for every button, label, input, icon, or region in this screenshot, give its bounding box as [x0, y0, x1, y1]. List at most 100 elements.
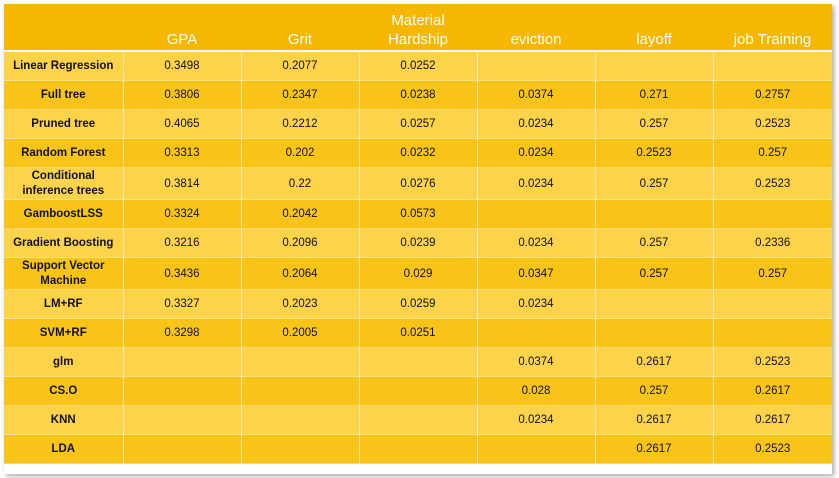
cell-eviction: 0.028: [477, 376, 596, 406]
cell-eviction: 0.0347: [477, 257, 596, 290]
table-row: GamboostLSS 0.3324 0.2042 0.0573: [4, 199, 832, 229]
table-row: Conditional inference trees 0.3814 0.22 …: [4, 167, 832, 200]
cell-grit: 0.2077: [241, 51, 360, 81]
cell-grit: [241, 434, 360, 464]
cell-gpa: [123, 434, 242, 464]
table-row: LDA 0.2617 0.2523: [4, 434, 832, 464]
cell-layoff: 0.257: [595, 228, 714, 258]
header-eviction: eviction: [477, 4, 595, 52]
cell-gpa: [123, 347, 242, 377]
cell-eviction: 0.0374: [477, 347, 596, 377]
cell-eviction: 0.0234: [477, 138, 596, 168]
row-label-line2: inference trees: [22, 184, 105, 197]
cell-material: 0.0276: [359, 167, 478, 200]
table-row: SVM+RF 0.3298 0.2005 0.0251: [4, 318, 832, 348]
cell-material: 0.0238: [359, 80, 478, 110]
cell-gpa: 0.3324: [123, 199, 242, 229]
table-row: Support Vector Machine 0.3436 0.2064 0.0…: [4, 257, 832, 290]
cell-material: 0.0259: [359, 289, 478, 319]
header-job-training: job Training: [713, 4, 832, 52]
row-label: CS.O: [4, 376, 124, 406]
cell-material: 0.0251: [359, 318, 478, 348]
row-label: Support Vector Machine: [4, 257, 124, 290]
cell-grit: 0.2096: [241, 228, 360, 258]
cell-gpa: 0.3498: [123, 51, 242, 81]
cell-material: [359, 347, 478, 377]
results-table: GPA Grit Material Hardship eviction layo…: [4, 4, 832, 464]
cell-job-training: 0.2617: [713, 405, 832, 435]
cell-grit: 0.2064: [241, 257, 360, 290]
cell-gpa: 0.3298: [123, 318, 242, 348]
cell-layoff: 0.257: [595, 167, 714, 200]
cell-eviction: 0.0234: [477, 167, 596, 200]
cell-eviction: 0.0234: [477, 405, 596, 435]
cell-eviction: [477, 51, 596, 81]
cell-grit: [241, 347, 360, 377]
cell-material: 0.0257: [359, 109, 478, 139]
row-label: glm: [4, 347, 124, 377]
cell-gpa: [123, 405, 242, 435]
cell-job-training: [713, 318, 832, 348]
row-label: Random Forest: [4, 138, 124, 168]
cell-eviction: [477, 434, 596, 464]
cell-material: [359, 376, 478, 406]
cell-gpa: 0.4065: [123, 109, 242, 139]
cell-gpa: 0.3814: [123, 167, 242, 200]
cell-gpa: 0.3806: [123, 80, 242, 110]
cell-job-training: 0.2617: [713, 376, 832, 406]
cell-material: [359, 405, 478, 435]
cell-layoff: 0.2617: [595, 405, 714, 435]
cell-job-training: 0.2336: [713, 228, 832, 258]
cell-material: [359, 434, 478, 464]
cell-layoff: 0.2617: [595, 347, 714, 377]
cell-job-training: 0.2523: [713, 167, 832, 200]
cell-layoff: 0.271: [595, 80, 714, 110]
row-label: Full tree: [4, 80, 124, 110]
cell-layoff: [595, 51, 714, 81]
row-label-line1: Support Vector: [22, 259, 105, 272]
cell-material: 0.029: [359, 257, 478, 290]
cell-grit: [241, 405, 360, 435]
cell-gpa: 0.3436: [123, 257, 242, 290]
cell-layoff: [595, 199, 714, 229]
table-row: Full tree 0.3806 0.2347 0.0238 0.0374 0.…: [4, 80, 832, 110]
table-row: KNN 0.0234 0.2617 0.2617: [4, 405, 832, 435]
table-row: LM+RF 0.3327 0.2023 0.0259 0.0234: [4, 289, 832, 319]
cell-grit: 0.22: [241, 167, 360, 200]
cell-material: 0.0239: [359, 228, 478, 258]
cell-job-training: 0.2523: [713, 109, 832, 139]
cell-grit: 0.2212: [241, 109, 360, 139]
cell-layoff: 0.2617: [595, 434, 714, 464]
header-gpa: GPA: [123, 4, 241, 52]
cell-layoff: 0.2523: [595, 138, 714, 168]
cell-layoff: [595, 289, 714, 319]
row-label-line2: Machine: [40, 274, 87, 287]
row-label: GamboostLSS: [4, 199, 124, 229]
table-row: CS.O 0.028 0.257 0.2617: [4, 376, 832, 406]
row-label: Gradient Boosting: [4, 228, 124, 258]
cell-job-training: 0.257: [713, 138, 832, 168]
table-row: glm 0.0374 0.2617 0.2523: [4, 347, 832, 377]
cell-eviction: [477, 318, 596, 348]
header-material-line1: Material: [391, 12, 445, 29]
cell-job-training: [713, 51, 832, 81]
row-label: SVM+RF: [4, 318, 124, 348]
row-label: LM+RF: [4, 289, 124, 319]
table-row: Linear Regression 0.3498 0.2077 0.0252: [4, 51, 832, 81]
cell-material: 0.0232: [359, 138, 478, 168]
header-row: GPA Grit Material Hardship eviction layo…: [4, 4, 832, 52]
cell-job-training: 0.2523: [713, 434, 832, 464]
row-label: Pruned tree: [4, 109, 124, 139]
cell-material: 0.0252: [359, 51, 478, 81]
cell-gpa: 0.3313: [123, 138, 242, 168]
header-material-hardship: Material Hardship: [359, 4, 477, 52]
row-label-line1: Conditional: [31, 169, 95, 182]
cell-gpa: [123, 376, 242, 406]
row-label: Conditional inference trees: [4, 167, 124, 200]
cell-eviction: 0.0234: [477, 228, 596, 258]
cell-grit: 0.2023: [241, 289, 360, 319]
cell-job-training: [713, 199, 832, 229]
cell-grit: 0.2347: [241, 80, 360, 110]
table-row: Pruned tree 0.4065 0.2212 0.0257 0.0234 …: [4, 109, 832, 139]
cell-material: 0.0573: [359, 199, 478, 229]
